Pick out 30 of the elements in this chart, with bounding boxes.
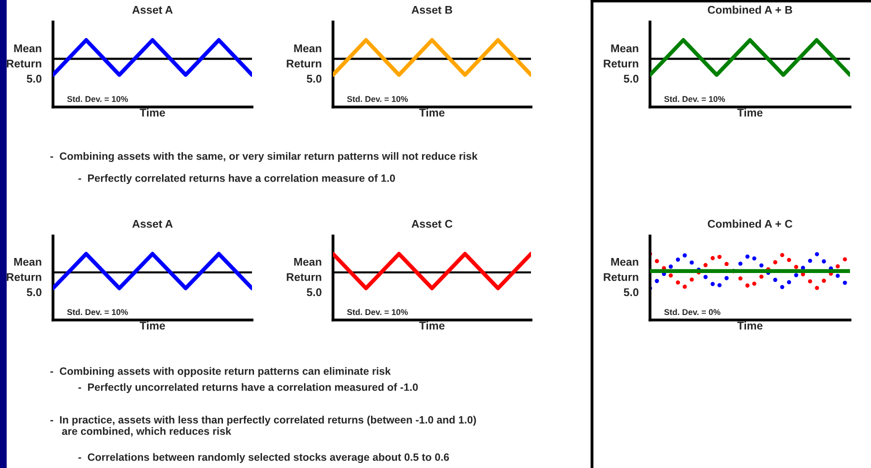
chart-title: Asset A xyxy=(132,220,173,228)
y-axis-title: Mean Return 5.0 xyxy=(6,258,42,296)
text: - Combining assets with opposite return patterns can eliminate risk xyxy=(50,367,391,377)
annotation: Std. Dev. = 10% xyxy=(67,308,128,316)
annotation: Std. Dev. = 0% xyxy=(664,308,720,316)
annotation: Std. Dev. = 10% xyxy=(664,96,725,102)
y-axis-title: Mean Return 5.0 xyxy=(604,258,638,296)
annotation: Std. Dev. = 10% xyxy=(347,96,408,102)
x-axis-title: Time xyxy=(140,108,165,117)
chart-title: Combined A + C xyxy=(708,220,792,228)
annotation: Std. Dev. = 10% xyxy=(347,308,408,316)
y-axis-title: Mean Return 5.0 xyxy=(6,44,42,83)
text: - In practice, assets with less than perfectly correlated returns (between -1.0 and 1.0) are combined, which reduces risk xyxy=(50,416,476,436)
x-axis-title: Time xyxy=(419,108,444,117)
chart-title: Asset A xyxy=(132,6,173,14)
text: - Perfectly uncorrelated returns have a correlation measured of -1.0 xyxy=(78,383,418,393)
x-axis-title: Time xyxy=(419,321,444,330)
chart-title: Asset B xyxy=(412,6,452,14)
y-axis-title: Mean Return 5.0 xyxy=(604,44,638,83)
y-axis-title: Mean Return 5.0 xyxy=(286,44,322,83)
x-axis-title: Time xyxy=(140,321,165,330)
chart-title: Combined A + B xyxy=(708,6,792,14)
chart-title: Asset C xyxy=(412,220,452,228)
text: - Combining assets with the same, or very similar return patterns will not reduce risk xyxy=(50,152,478,162)
y-axis-title: Mean Return 5.0 xyxy=(286,258,322,296)
text: - Correlations between randomly selected stocks average about 0.5 to 0.6 xyxy=(78,453,449,463)
x-axis-title: Time xyxy=(737,108,762,117)
annotation: Std. Dev. = 10% xyxy=(67,96,128,102)
x-axis-title: Time xyxy=(737,321,762,330)
text: - Perfectly correlated returns have a correlation measure of 1.0 xyxy=(78,174,395,184)
